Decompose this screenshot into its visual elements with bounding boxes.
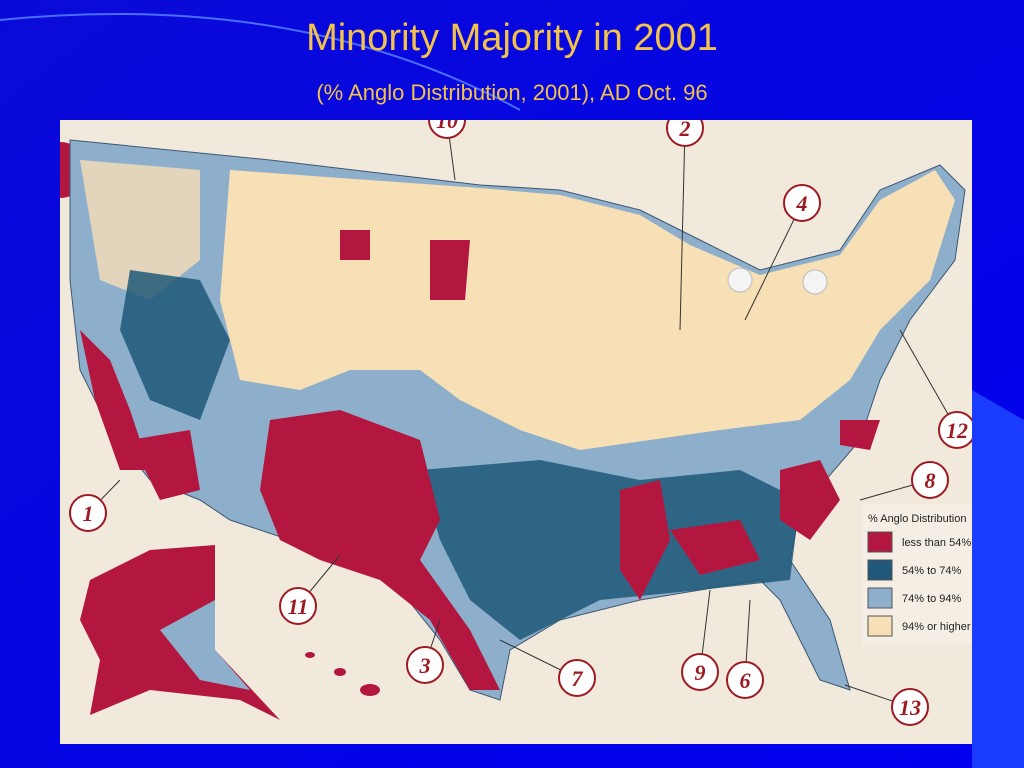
callout-number: 12 [946, 418, 968, 443]
title: Minority Majority in 2001 [306, 17, 718, 59]
legend-label: 74% to 94% [902, 593, 962, 605]
hawaii [334, 668, 346, 676]
red-region [780, 460, 840, 540]
callout-circle [681, 653, 719, 691]
red-region [340, 230, 370, 260]
callout-number: 6 [740, 668, 751, 693]
pin [727, 267, 753, 293]
red-region [80, 330, 150, 470]
callout-circle [666, 120, 704, 147]
decor-panel [972, 390, 1024, 768]
callout-circle [428, 120, 466, 139]
legend-swatch [867, 531, 893, 553]
callout-circle [279, 587, 317, 625]
hawaii [360, 684, 380, 696]
callout-number: 2 [679, 116, 691, 141]
decor-curve [0, 13, 521, 111]
callout-leader [679, 127, 686, 331]
callout-circle [911, 461, 949, 499]
red-region [670, 520, 760, 575]
legend-label: 54% to 74% [902, 565, 962, 577]
callout-number: 3 [419, 653, 431, 678]
teal-region [420, 460, 800, 640]
legend-label: less than 54% [902, 537, 971, 549]
callout-number: 7 [572, 666, 584, 691]
cream-region [220, 170, 955, 450]
callout-circle [891, 688, 929, 726]
legend-swatch [867, 615, 893, 637]
callout-number: 8 [925, 468, 936, 493]
callout-number: 4 [796, 191, 808, 216]
callout-circle [783, 184, 821, 222]
red-region [840, 420, 880, 450]
callout-leader [744, 202, 803, 321]
callout-number: 11 [288, 594, 309, 619]
teal-region [120, 270, 230, 420]
red-region [620, 480, 670, 600]
red-region [430, 240, 470, 300]
alaska-part [160, 600, 250, 690]
callout-number: 13 [899, 695, 921, 720]
legend-swatch [867, 587, 893, 609]
callout-circle [558, 659, 596, 697]
legend-title: % Anglo Distribution [868, 513, 966, 525]
legend-swatch [867, 559, 893, 581]
map-image: % Anglo Distribution less than 54% 54% to… [60, 108, 972, 744]
callout-circle [938, 411, 972, 449]
callout-circle [406, 646, 444, 684]
callout-number: 1 [83, 501, 94, 526]
legend-label: 94% or higher [902, 621, 971, 633]
callout-leader [899, 329, 958, 431]
callout-circle [726, 661, 764, 699]
hawaii [305, 652, 315, 658]
subtitle: (% Anglo Distribution, 2001), AD Oct. 96 [316, 80, 707, 105]
callout-circle [69, 494, 107, 532]
pin [802, 269, 828, 295]
legend: % Anglo Distribution less than 54% 54% to… [862, 505, 972, 645]
callout-number: 10 [436, 108, 458, 133]
red-region [130, 430, 200, 500]
callout-number: 9 [695, 660, 706, 685]
cream-region [80, 160, 200, 300]
